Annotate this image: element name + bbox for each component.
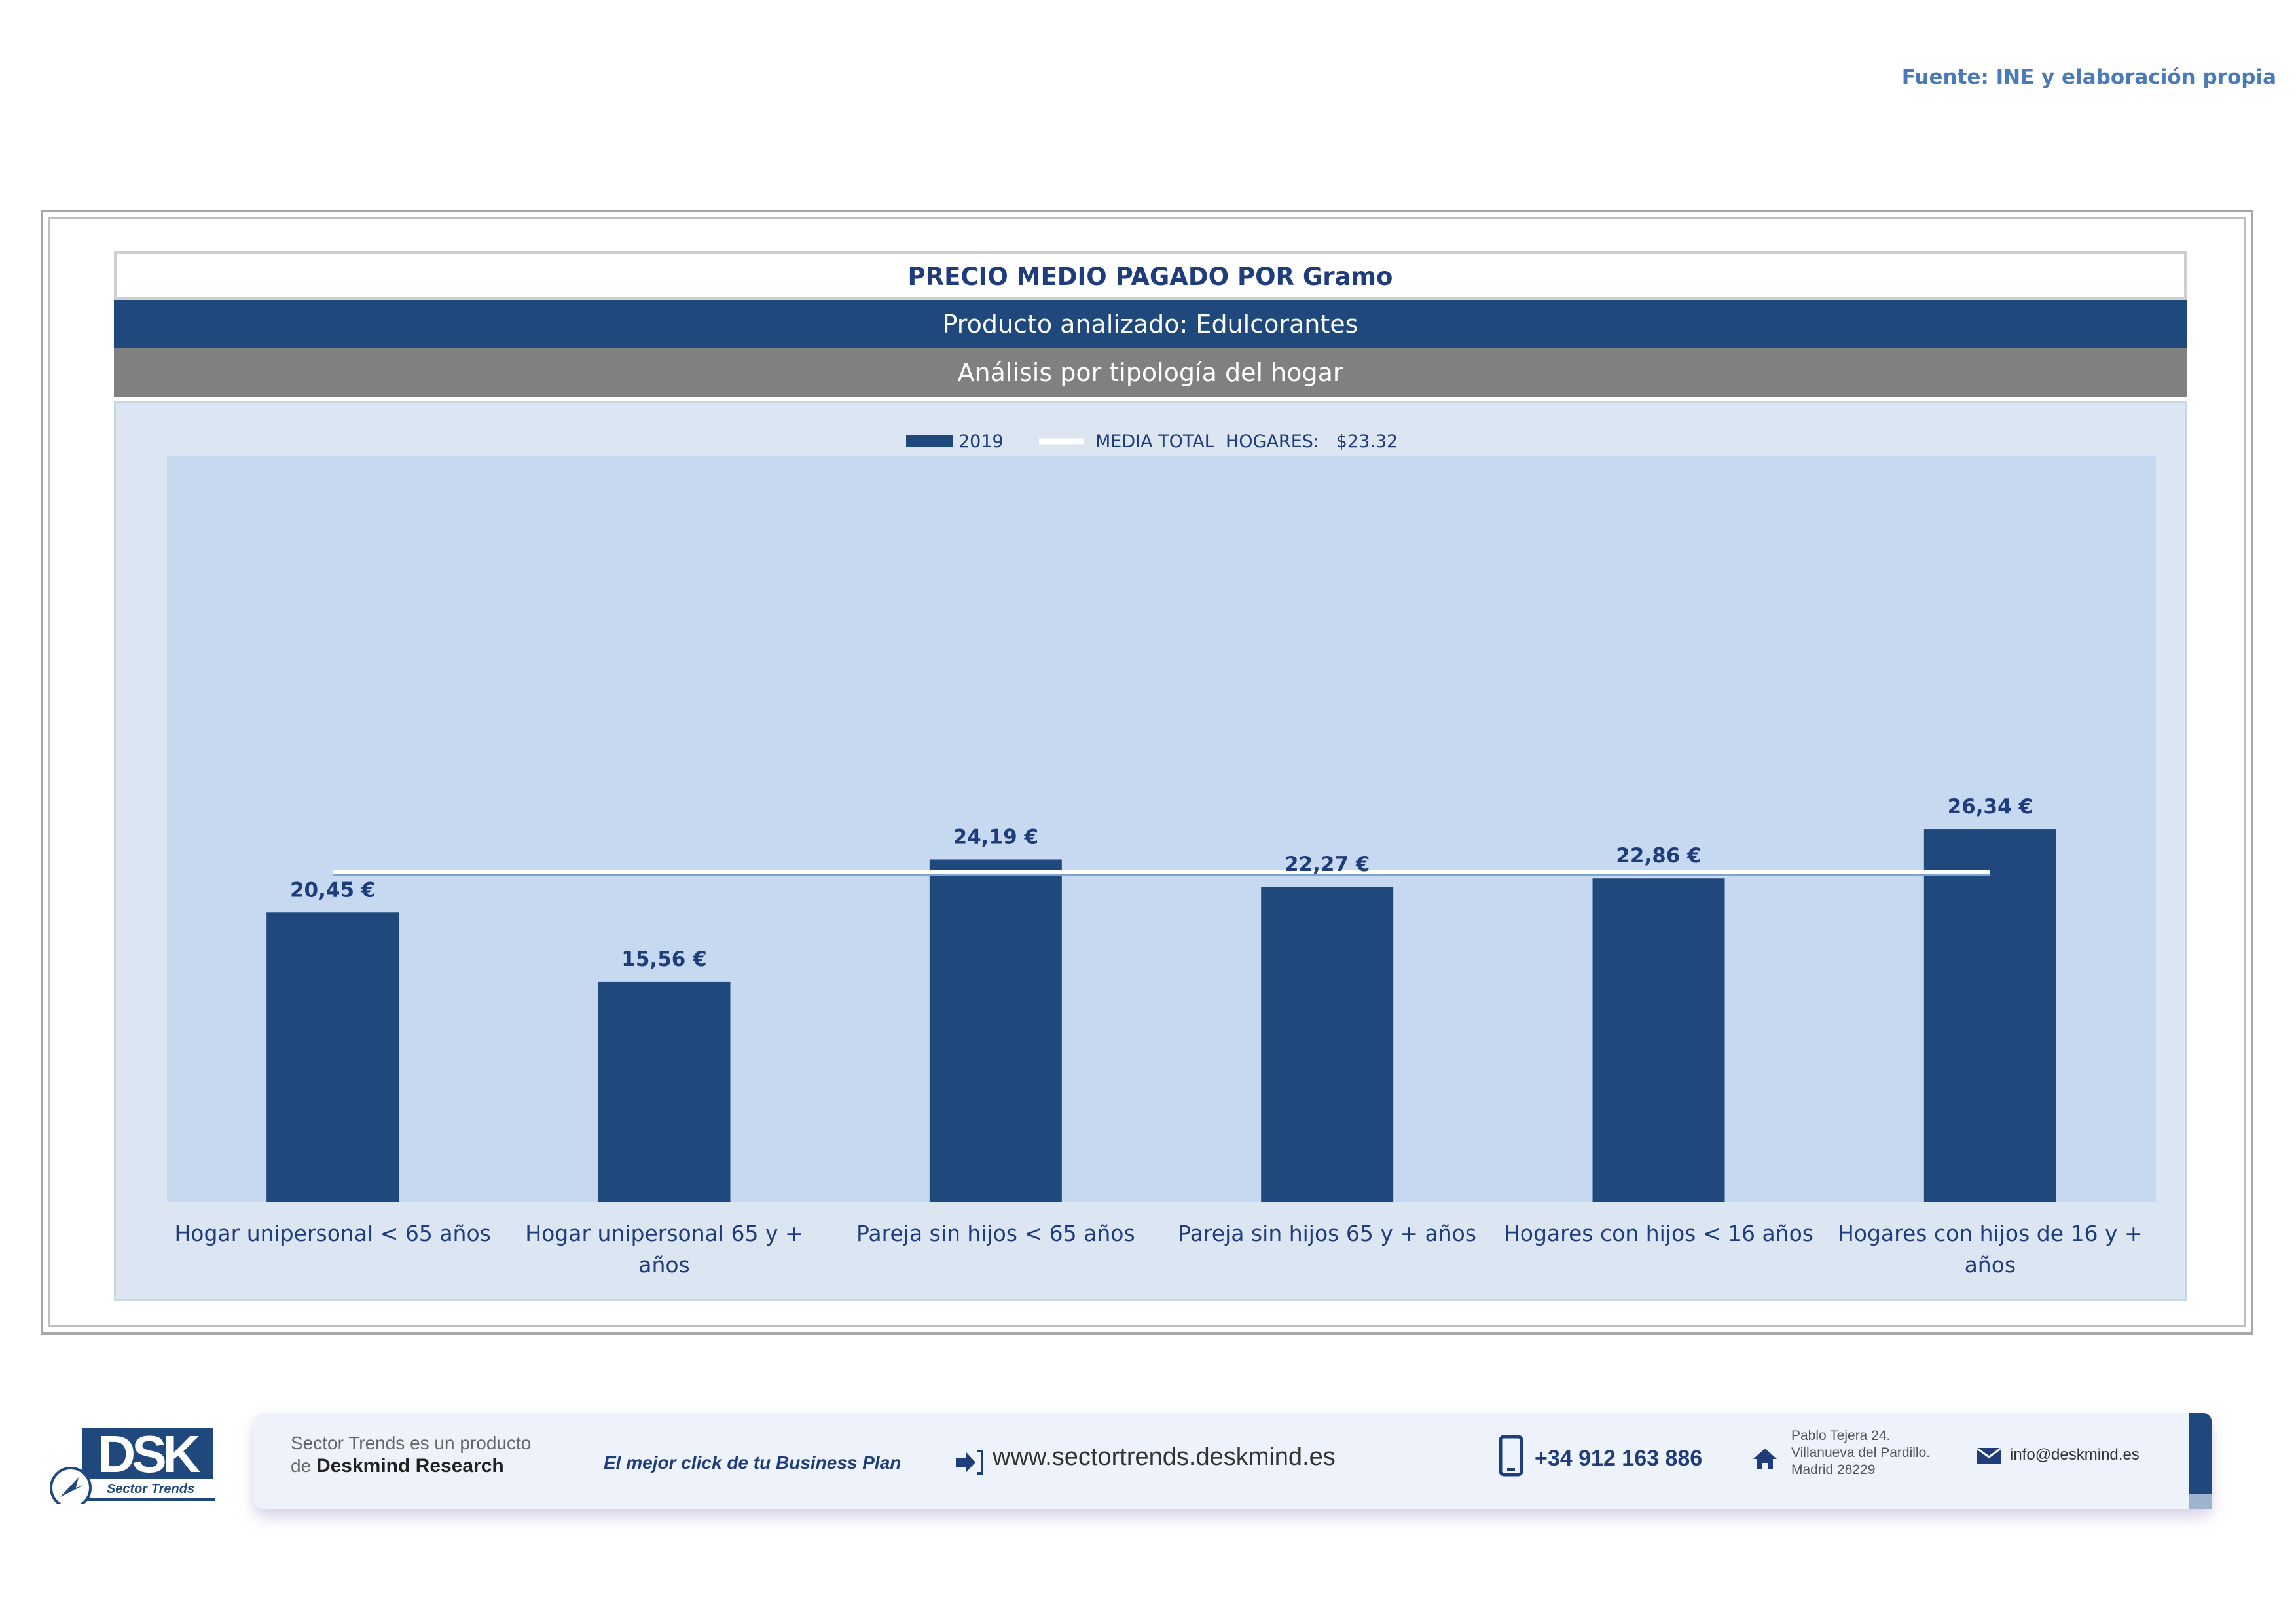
chart-title: PRECIO MEDIO PAGADO POR Gramo [114,251,2187,300]
bar-3 [929,859,1062,1202]
email-link[interactable]: info@deskmind.es [2010,1446,2140,1464]
category-label-2: Hogar unipersonal 65 y + [525,1221,803,1246]
category-label-1: Hogar unipersonal < 65 años [174,1221,490,1246]
footer-accent [2189,1413,2212,1494]
analysis-banner: Análisis por tipología del hogar [114,348,2187,397]
address-line2: Villanueva del Pardillo. [1791,1445,1931,1460]
bars [266,829,2056,1202]
source-note: Fuente: INE y elaboración propia [1901,65,2276,89]
slogan: El mejor click de tu Business Plan [604,1452,902,1473]
chart-area: 2019 MEDIA TOTAL HOGARES: $23.32 20,45 €… [114,401,2187,1301]
category-label-4: Pareja sin hijos 65 y + años [1178,1221,1476,1246]
category-labels: Hogar unipersonal < 65 años Hogar unipers… [174,1221,2142,1278]
arrow-in-icon [955,1449,985,1479]
home-icon [1752,1447,1778,1474]
value-label-6: 26,34 € [1948,795,2033,819]
address: Pablo Tejera 24. Villanueva del Pardillo… [1791,1428,1930,1479]
chart-frame-inner [48,217,2246,1327]
phone-icon [1498,1435,1524,1481]
logo-sub: Sector Trends [107,1482,194,1496]
address-line3: Madrid 28229 [1791,1462,1876,1477]
value-label-4: 22,27 € [1285,853,1370,876]
bar-chart: 2019 MEDIA TOTAL HOGARES: $23.32 20,45 €… [167,432,2156,1278]
product-banner: Producto analizado: Edulcorantes [114,300,2187,348]
category-label-3: Pareja sin hijos < 65 años [856,1221,1135,1246]
footer-band: Sector Trends es un producto de Deskmind… [254,1413,2212,1509]
brand-name: Deskmind Research [316,1455,504,1477]
mail-icon [1976,1447,2002,1467]
value-labels: 20,45 € 15,56 € 24,19 € 22,27 € 22,86 € 26,34… [290,795,2033,971]
value-label-5: 22,86 € [1616,844,1701,868]
category-label-6-line2: años [1965,1252,2016,1278]
bar-1 [266,912,399,1202]
legend-label-2019: 2019 [958,432,1004,452]
category-label-5: Hogares con hijos < 16 años [1504,1221,1813,1246]
bar-2 [598,981,731,1202]
product-line2-prefix: de [291,1456,316,1476]
bar-6 [1923,829,2056,1202]
footer-accent-light [2189,1494,2212,1509]
bar-4 [1261,886,1394,1202]
bar-5 [1592,878,1725,1202]
legend: 2019 MEDIA TOTAL HOGARES: $23.32 [906,432,1398,452]
chart-frame-outer [41,210,2253,1335]
value-label-1: 20,45 € [290,878,375,902]
logo-text: DSK [98,1425,201,1483]
plot-area [167,456,2156,1202]
legend-swatch-2019 [906,435,953,447]
website-link[interactable]: www.sectortrends.deskmind.es [993,1443,1336,1471]
phone-number[interactable]: +34 912 163 886 [1535,1446,1703,1471]
category-label-2-line2: años [638,1252,690,1278]
dsk-logo: DSK Sector Trends [46,1425,217,1509]
value-label-3: 24,19 € [953,825,1038,849]
legend-label-average: MEDIA TOTAL HOGARES: $23.32 [1095,432,1398,452]
value-label-2: 15,56 € [621,948,706,971]
category-label-6: Hogares con hijos de 16 y + [1838,1221,2143,1246]
average-line-group [333,870,1990,876]
product-line2: de Deskmind Research [291,1455,504,1477]
address-line1: Pablo Tejera 24. [1791,1428,1891,1443]
product-line1: Sector Trends es un producto [291,1433,532,1453]
